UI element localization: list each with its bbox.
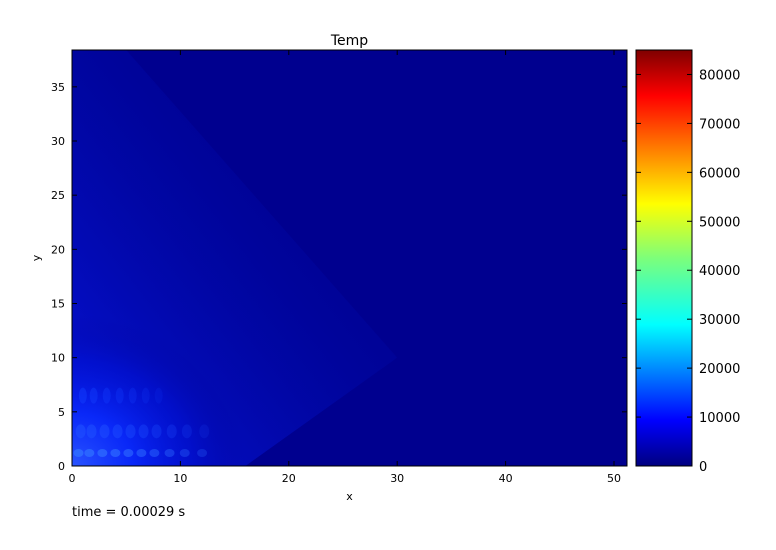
plume-glow	[72, 314, 246, 466]
colorbar-tick-label: 0	[699, 460, 707, 475]
colorbar-gradient	[635, 49, 693, 467]
y-axis-label: y	[30, 254, 43, 261]
plume-blob	[149, 449, 160, 457]
plume-blob	[99, 424, 110, 439]
y-tick-label: 20	[51, 243, 65, 256]
x-axis-label: x	[346, 490, 353, 503]
colorbar-tick-label: 30000	[699, 313, 740, 328]
x-tick-label: 0	[69, 472, 76, 485]
colorbar-ticks: 0 10000 20000 30000 40000 50000 60000 70000 8000…	[636, 68, 740, 475]
plume-blob	[115, 387, 124, 404]
plume-blob	[86, 424, 97, 439]
plume-blob	[75, 424, 86, 439]
y-tick-label: 30	[51, 135, 65, 148]
colorbar-tick-label: 10000	[699, 411, 740, 426]
chart-title: Temp	[330, 33, 368, 49]
plume-blob	[197, 449, 208, 457]
plume-blob	[136, 449, 147, 457]
y-tick-label: 10	[51, 352, 65, 365]
colorbar-tick-label: 40000	[699, 264, 740, 279]
colorbar-tick-label: 60000	[699, 166, 740, 181]
plume-blob	[179, 449, 190, 457]
x-axis-ticks: 0 10 20 30 40 50	[69, 50, 621, 485]
y-tick-label: 0	[58, 460, 65, 473]
plume-blob	[164, 449, 175, 457]
plume-blob	[151, 424, 162, 439]
y-tick-label: 35	[51, 81, 65, 94]
heatmap-field	[71, 49, 628, 467]
colorbar-tick-label: 70000	[699, 117, 740, 132]
plume-blob	[128, 387, 137, 404]
plume-blob	[138, 424, 149, 439]
plume-blob	[154, 387, 163, 404]
y-axis-ticks: 0 5 10 15 20 25 30 35	[51, 81, 627, 473]
plume-blob	[125, 424, 136, 439]
x-tick-label: 10	[173, 472, 187, 485]
plume-blob	[73, 449, 84, 457]
plume-blobs	[73, 387, 210, 457]
y-tick-label: 5	[58, 406, 65, 419]
y-tick-label: 15	[51, 298, 65, 311]
x-tick-label: 20	[282, 472, 296, 485]
plot-frame	[71, 49, 628, 467]
plume-blob	[181, 424, 192, 439]
plume-blob	[89, 387, 98, 404]
x-tick-label: 50	[607, 472, 621, 485]
plume-blob	[78, 387, 87, 404]
plume-blob	[112, 424, 123, 439]
plume-blob	[123, 449, 134, 457]
colorbar: 0 10000 20000 30000 40000 50000 60000 70000 8000…	[635, 49, 740, 475]
colorbar-tick-label: 20000	[699, 362, 740, 377]
time-caption: time = 0.00029 s	[72, 505, 186, 520]
y-tick-label: 25	[51, 189, 65, 202]
colorbar-tick-label: 80000	[699, 68, 740, 83]
plume-blob	[97, 449, 108, 457]
x-tick-label: 40	[499, 472, 513, 485]
plume-blob	[110, 449, 121, 457]
plume-blob	[141, 387, 150, 404]
x-tick-label: 30	[390, 472, 404, 485]
plume-blob	[166, 424, 177, 439]
plume-blob	[84, 449, 95, 457]
plume-blob	[199, 424, 210, 439]
plume-blob	[102, 387, 111, 404]
colorbar-tick-label: 50000	[699, 215, 740, 230]
